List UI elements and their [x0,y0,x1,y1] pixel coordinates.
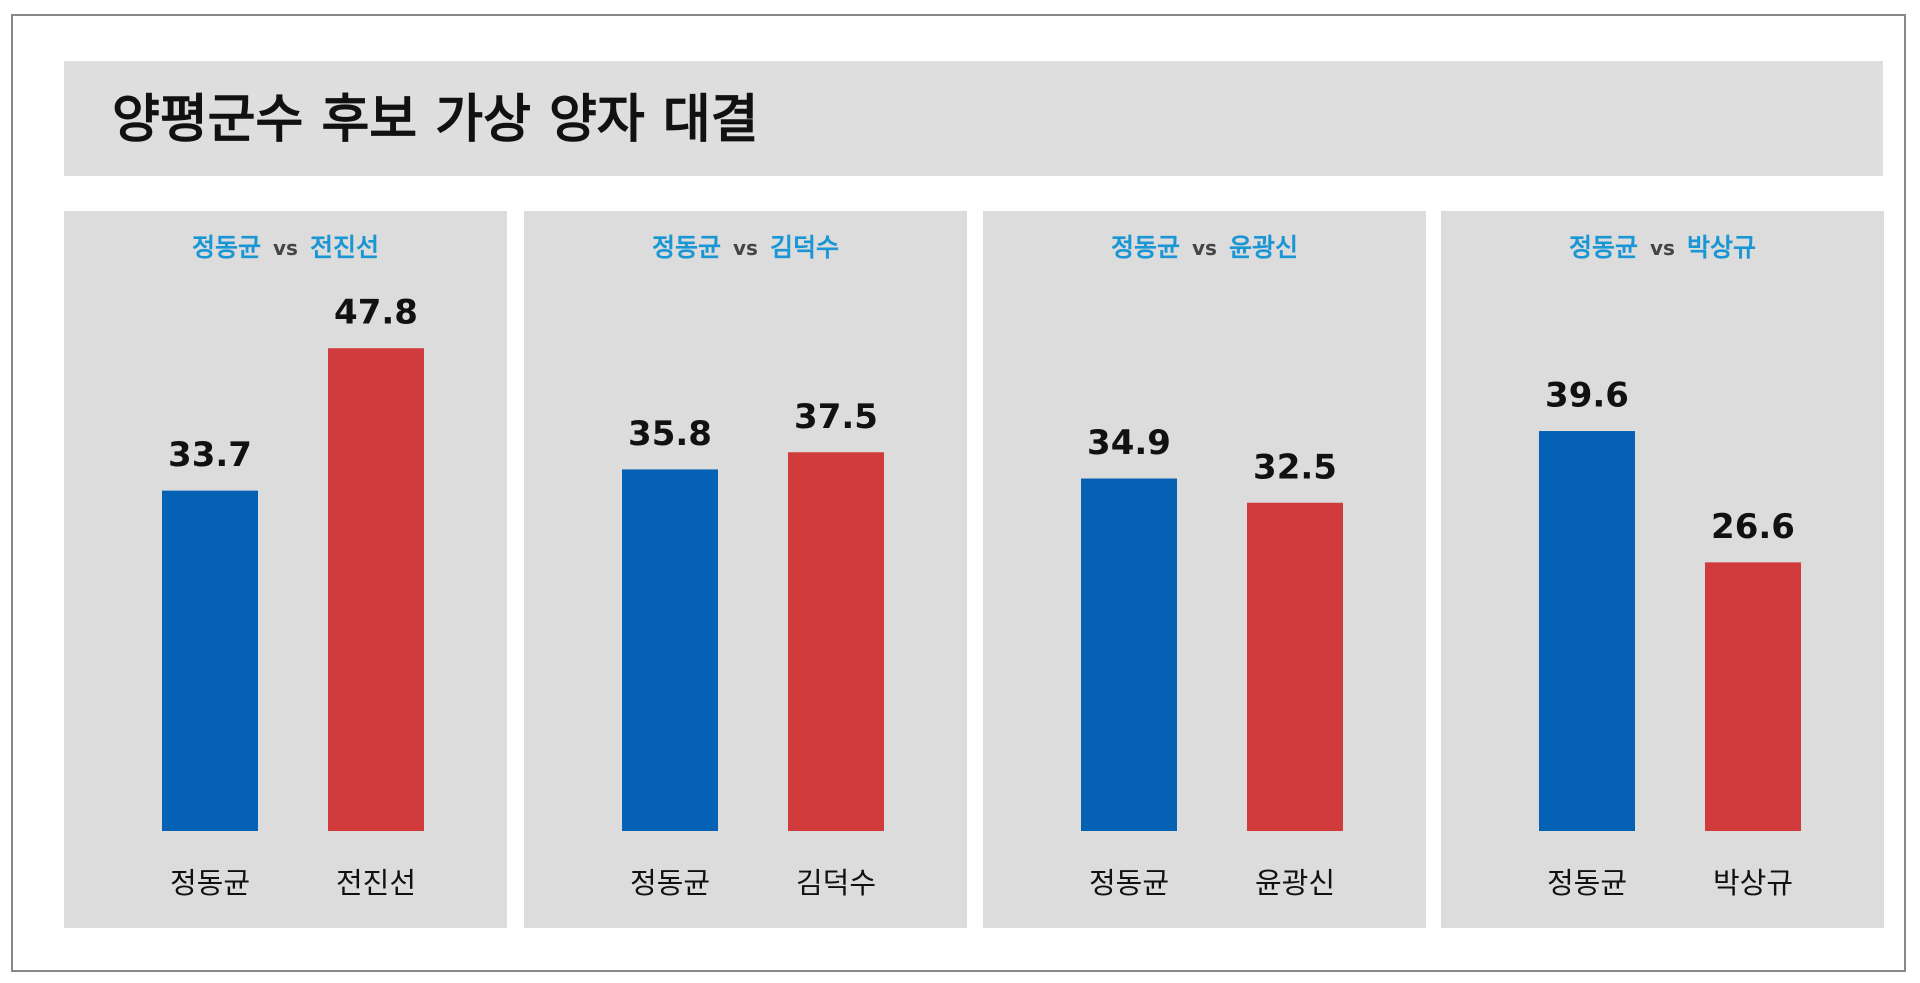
panel-title-part: 정동균 [192,233,261,262]
panel-title-part: vs [733,236,758,260]
category-label: 김덕수 [796,866,876,900]
category-label: 정동균 [1547,866,1627,900]
panel-title-part: 정동균 [1569,233,1638,262]
bar [788,452,884,831]
panel-title-part: 정동균 [652,233,721,262]
panel-title: 정동균 vs 윤광신 [1111,233,1298,262]
category-label: 정동균 [170,866,250,900]
panel-title-part: vs [1192,236,1217,260]
panel-title: 정동균 vs 박상규 [1569,233,1756,262]
category-label: 윤광신 [1255,866,1335,900]
bar [1247,502,1343,831]
panel [64,211,507,928]
category-label: 전진선 [336,866,416,900]
panel-title-part: 정동균 [1111,233,1180,262]
panel [1441,211,1884,928]
title-bar [64,61,1883,176]
panel-title-part: 전진선 [310,233,379,262]
bar [1539,431,1635,831]
panel [524,211,967,928]
panel-title-part: 김덕수 [770,233,839,262]
value-label: 37.5 [794,397,878,437]
bar [1081,478,1177,831]
panel-title: 정동균 vs 전진선 [192,233,379,262]
value-label: 26.6 [1711,507,1795,547]
bar [622,469,718,831]
value-label: 47.8 [334,293,418,333]
panel [983,211,1426,928]
value-label: 32.5 [1253,447,1337,487]
panel-title-part: 윤광신 [1229,233,1298,262]
category-label: 정동균 [630,866,710,900]
value-label: 35.8 [628,414,712,454]
bar [1705,562,1801,831]
category-label: 정동균 [1089,866,1169,900]
value-label: 34.9 [1087,423,1171,463]
panel-title-part: vs [273,236,298,260]
panel-title-part: vs [1650,236,1675,260]
panel-title-part: 박상규 [1687,233,1756,262]
panel-title: 정동균 vs 김덕수 [652,233,839,262]
bar [328,348,424,831]
bar [162,490,258,831]
value-label: 33.7 [168,435,252,475]
main-title: 양평군수 후보 가상 양자 대결 [112,90,759,150]
value-label: 39.6 [1545,376,1629,416]
category-label: 박상규 [1713,866,1793,900]
